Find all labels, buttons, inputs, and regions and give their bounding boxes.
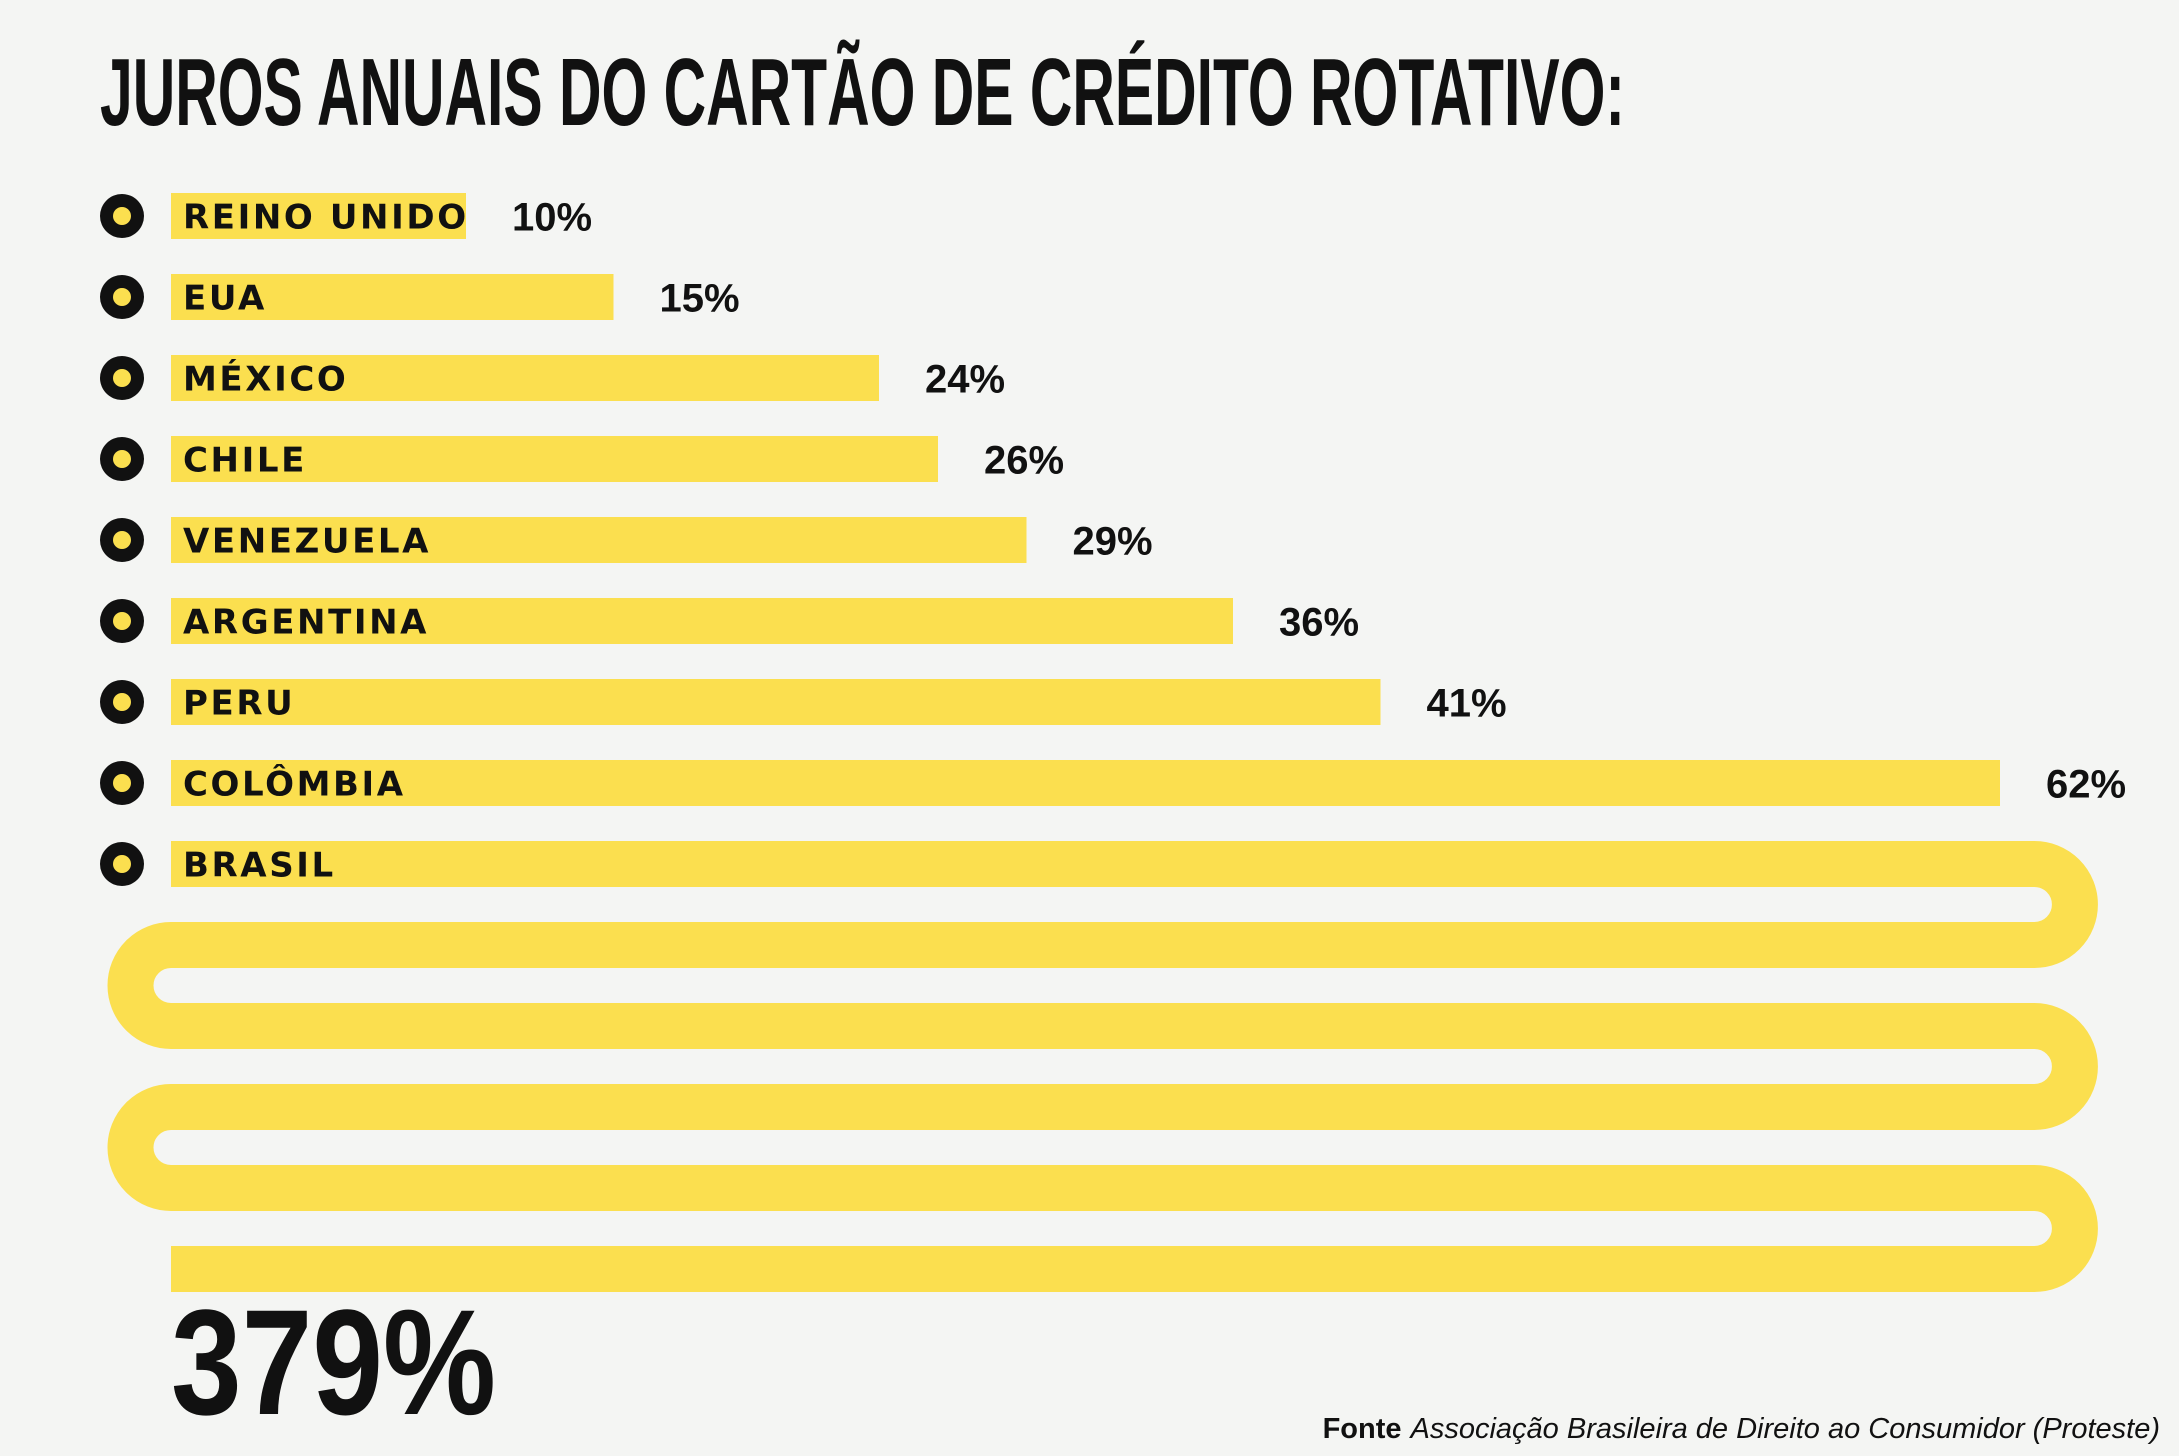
bullet-icon [100, 275, 144, 319]
bullet-icon [100, 518, 144, 562]
bar-chile [171, 436, 938, 482]
bar-mexico [171, 355, 879, 401]
bar-argentina [171, 598, 1233, 644]
bullet-icon [100, 680, 144, 724]
bullet-icon [100, 761, 144, 805]
value-label: 379% [171, 1278, 496, 1446]
value-label: 26% [984, 439, 1064, 483]
chart-title: JUROS ANUAIS DO CARTÃO DE CRÉDITO ROTATI… [100, 38, 1625, 146]
category-label: COLÔMBIA [183, 764, 406, 805]
bullet-icon [100, 194, 144, 238]
bar-row-argentina: ARGENTINA 36% [100, 598, 1359, 645]
bar-row-chile: CHILE 26% [100, 436, 1064, 483]
bar-reino-unido [171, 193, 466, 239]
bar-peru [171, 679, 1381, 725]
bullet-icon [100, 437, 144, 481]
value-label: 36% [1279, 601, 1359, 645]
bar-row-eua: EUA 15% [100, 274, 740, 321]
bar-row-brasil: BRASIL 379% [100, 841, 2098, 1446]
value-label: 10% [512, 196, 592, 240]
bar-brasil [107, 841, 2098, 1292]
bar-rows: REINO UNIDO 10% EUA 15% MÉXICO 24% CHILE 26% VEN… [100, 193, 2126, 1446]
bullet-icon [100, 842, 144, 886]
bar-row-colombia: COLÔMBIA 62% [100, 760, 2126, 807]
category-label: ARGENTINA [183, 603, 429, 643]
value-label: 29% [1073, 520, 1153, 564]
bar-row-mexico: MÉXICO 24% [100, 355, 1005, 402]
value-label: 41% [1427, 682, 1507, 726]
bullet-icon [100, 356, 144, 400]
category-label: EUA [183, 279, 267, 319]
source-note: Fonte Associação Brasileira de Direito ao… [1323, 1413, 2160, 1445]
category-label: REINO UNIDO [183, 198, 469, 238]
bar-row-peru: PERU 41% [100, 679, 1507, 726]
bar-colombia [171, 760, 2000, 806]
source-text: Associação Brasileira de Direito ao Cons… [1409, 1413, 2160, 1445]
category-label: VENEZUELA [183, 522, 431, 562]
bar-row-venezuela: VENEZUELA 29% [100, 517, 1153, 564]
value-label: 62% [2046, 763, 2126, 807]
bar-venezuela [171, 517, 1027, 563]
source-label: Fonte [1323, 1413, 1402, 1445]
value-label: 24% [925, 358, 1005, 402]
category-label: MÉXICO [183, 359, 348, 400]
category-label: PERU [183, 684, 295, 724]
bar-row-reino-unido: REINO UNIDO 10% [100, 193, 592, 240]
category-label: CHILE [183, 441, 307, 481]
bullet-icon [100, 599, 144, 643]
bar-eua [171, 274, 614, 320]
category-label: BRASIL [183, 846, 336, 886]
value-label: 15% [660, 277, 740, 321]
